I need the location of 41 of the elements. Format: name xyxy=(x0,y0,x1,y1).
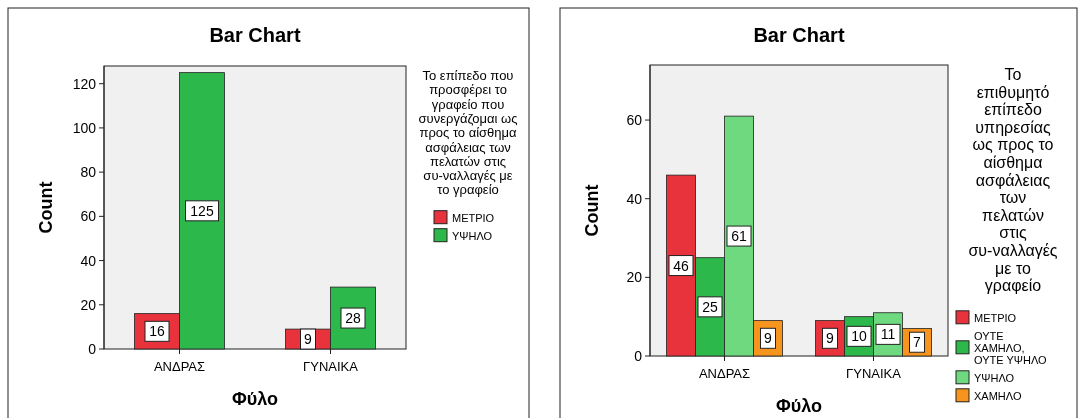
x-tick-label: ΑΝΔΡΑΣ xyxy=(698,366,751,381)
data-label: 9 xyxy=(826,330,835,347)
x-tick-label: ΑΝΔΡΑΣ xyxy=(153,359,206,374)
legend-label: ΜΕΤΡΙΟ xyxy=(974,311,1017,324)
y-tick-label: 80 xyxy=(80,164,97,181)
y-axis-title: Count xyxy=(36,181,56,234)
chart-title: Bar Chart xyxy=(209,24,301,46)
data-label: 9 xyxy=(304,331,313,348)
x-axis-title: Φύλο xyxy=(775,396,823,416)
data-label: 16 xyxy=(149,323,165,340)
text: Το επιθυμητό επίπεδο υπηρεσίας ως προς το αίσθημα ασφάλειας των πελατών στις συ-ναλλαγές με το γραφείο xyxy=(968,66,1058,295)
data-label: 125 xyxy=(190,202,214,219)
x-tick-label: ΓΥΝΑΙΚΑ xyxy=(303,359,359,374)
y-tick-label: 40 xyxy=(626,190,643,207)
y-tick-label: 60 xyxy=(80,208,97,225)
chart-title: Bar Chart xyxy=(753,24,845,46)
y-tick-label: 60 xyxy=(626,112,643,129)
data-label: 61 xyxy=(731,228,747,245)
data-label: 7 xyxy=(913,334,922,351)
y-tick-label: 0 xyxy=(88,341,97,357)
legend-label: ΥΨΗΛΟ xyxy=(452,229,493,242)
x-tick-label: ΓΥΝΑΙΚΑ xyxy=(846,366,902,381)
data-label: 28 xyxy=(345,310,361,327)
legend-label: ΜΕΤΡΙΟ xyxy=(452,211,495,224)
y-tick-label: 0 xyxy=(634,348,643,364)
y-tick-label: 20 xyxy=(626,269,643,286)
data-label: 46 xyxy=(673,257,689,274)
x-axis-title: Φύλο xyxy=(231,389,279,409)
legend-label: ΟΥΤΕ ΧΑΜΗΛΟ, ΟΥΤΕ ΥΨΗΛΟ xyxy=(974,329,1048,366)
data-label: 25 xyxy=(702,298,718,315)
data-label: 10 xyxy=(851,328,867,345)
y-tick-label: 100 xyxy=(72,119,97,136)
data-label: 9 xyxy=(764,330,773,347)
y-tick-label: 20 xyxy=(80,296,97,313)
legend-label: ΧΑΜΗΛΟ xyxy=(974,389,1022,402)
y-tick-label: 40 xyxy=(80,252,97,269)
y-axis-title: Count xyxy=(582,184,602,237)
text: Το επίπεδο που προσφέρει το γραφείο που συνεργάζομαι ως προς το αίσθημα ασφάλειας των πελατών στις συ-ναλλαγές με το γραφείο xyxy=(418,68,518,198)
data-label: 11 xyxy=(880,326,896,343)
legend-label: ΥΨΗΛΟ xyxy=(974,371,1015,384)
y-tick-label: 120 xyxy=(72,75,97,92)
